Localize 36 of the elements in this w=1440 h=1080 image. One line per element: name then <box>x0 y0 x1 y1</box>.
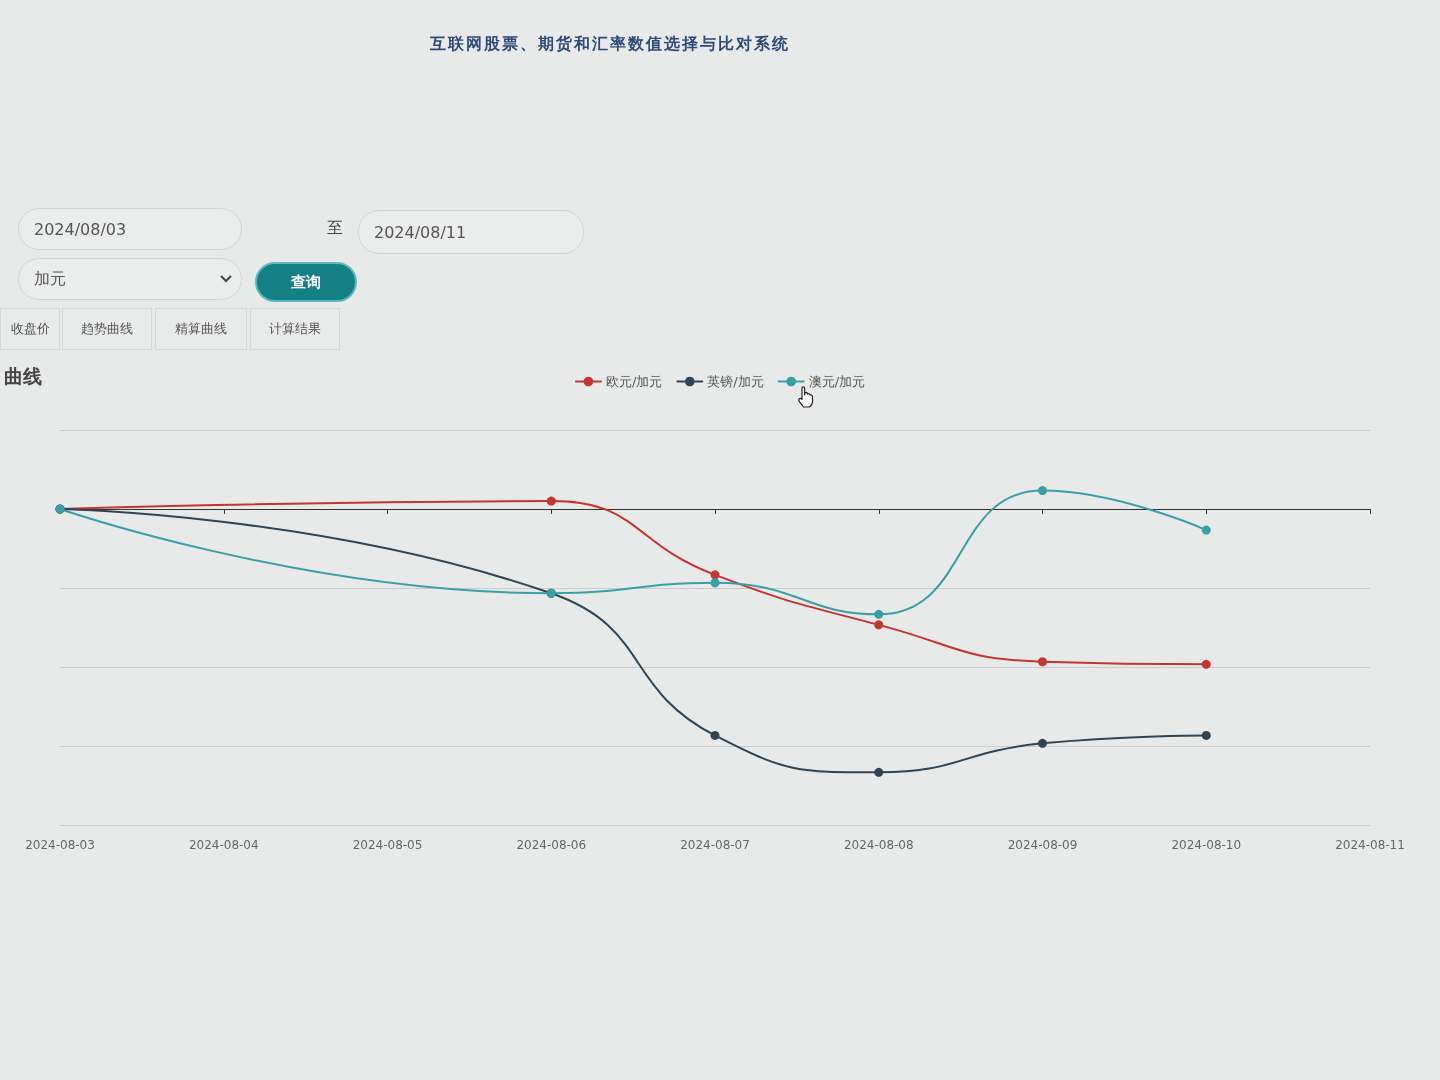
point <box>710 578 720 588</box>
legend-label: 澳元/加元 <box>808 374 866 389</box>
legend-label: 英镑/加元 <box>707 374 764 389</box>
chart-subtitle: 曲线 <box>4 364 42 389</box>
point <box>710 570 720 580</box>
point <box>710 730 720 740</box>
date-input-field: 2024/08/11 <box>358 210 584 254</box>
x-tick-label: 2024-08-08 <box>843 838 914 852</box>
x-tick-label: 2024-08-05 <box>352 838 423 852</box>
tab: 趋势曲线 <box>62 308 152 350</box>
tab: 收盘价 <box>0 308 60 350</box>
point <box>1038 738 1047 748</box>
button: 查询 <box>255 262 357 302</box>
point <box>874 609 884 619</box>
dropdown-field: 加元 <box>18 258 242 300</box>
point <box>1038 657 1047 667</box>
x-tick-label: 2024-08-04 <box>188 838 259 852</box>
chart-title: 互联网股票、期货和汇率数值选择与比对系统 <box>430 34 790 55</box>
point <box>1201 730 1211 740</box>
x-tick-label: 2024-08-03 <box>25 838 95 852</box>
legend-label: 欧元/加元 <box>605 374 663 389</box>
point <box>546 496 556 506</box>
tab: 计算结果 <box>250 308 340 350</box>
point <box>874 767 884 777</box>
x-tick-label: 2024-08-07 <box>680 838 750 852</box>
text: 至 <box>327 218 343 237</box>
point <box>874 620 884 630</box>
point <box>1201 659 1211 669</box>
x-tick-label: 2024-08-09 <box>1007 838 1078 852</box>
x-tick-label: 2024-08-10 <box>1171 838 1242 852</box>
point <box>1201 525 1211 535</box>
x-tick-label: 2024-08-11 <box>1335 838 1405 852</box>
point <box>1038 486 1047 496</box>
tab: 精算曲线 <box>155 308 247 350</box>
date-input-field: 2024/08/03 <box>18 208 242 250</box>
x-tick-label: 2024-08-06 <box>516 838 587 852</box>
